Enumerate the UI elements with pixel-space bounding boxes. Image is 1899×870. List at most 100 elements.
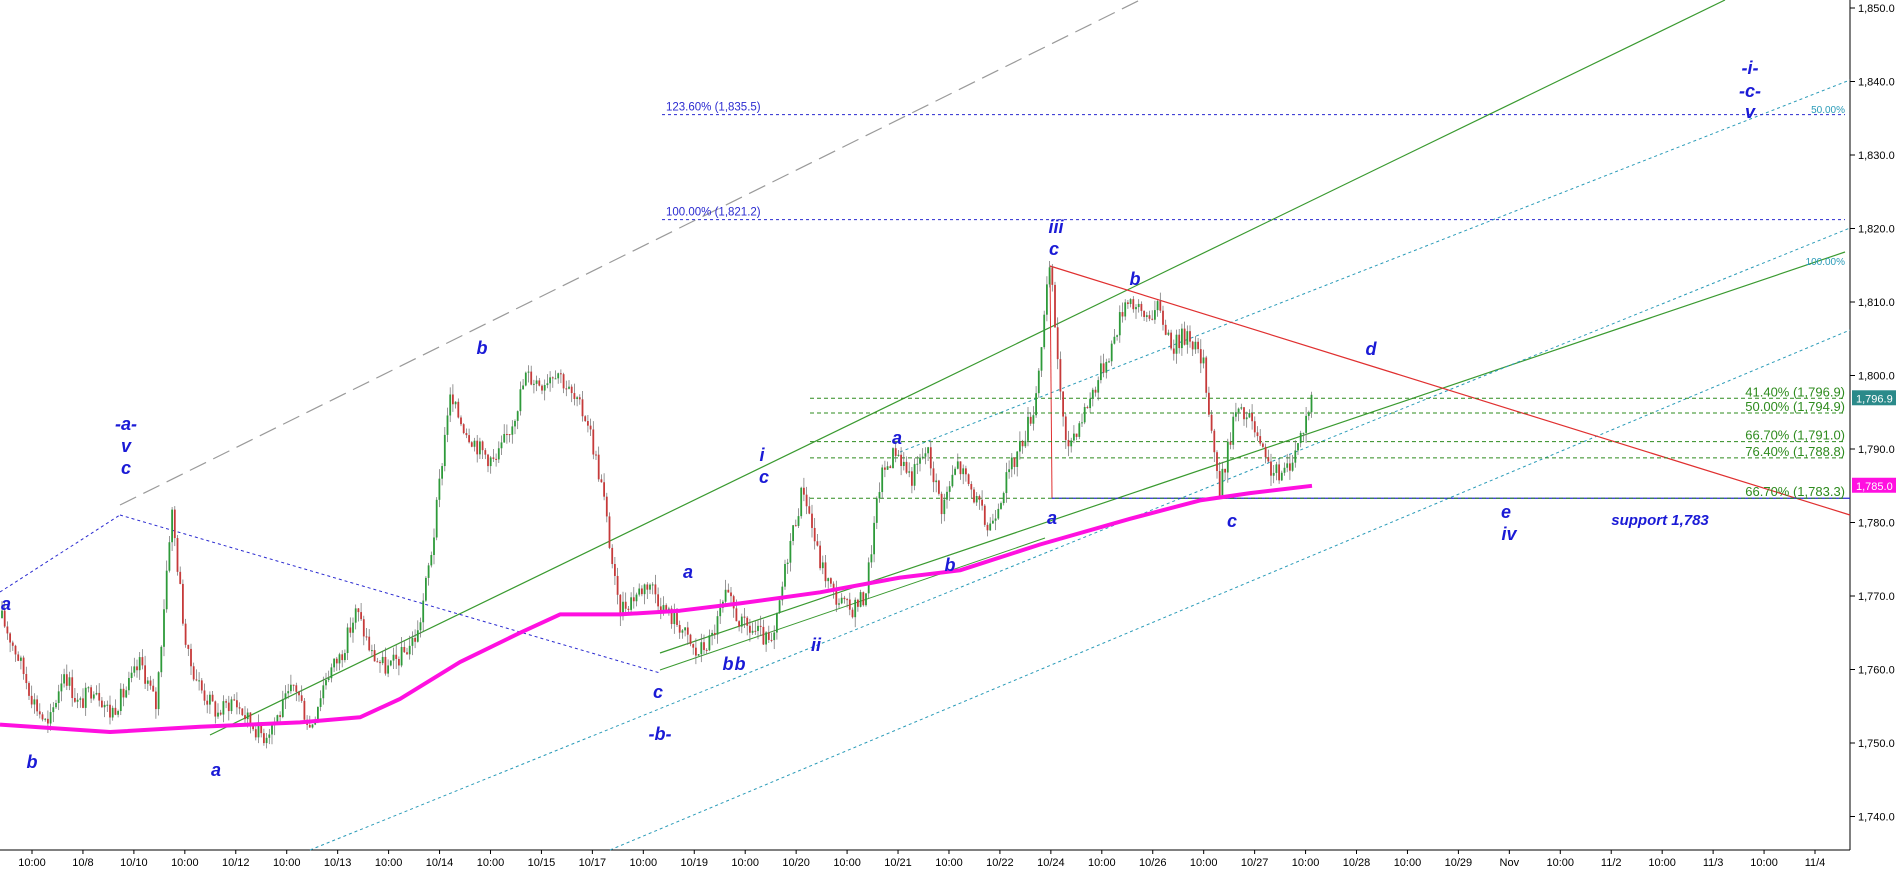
candle-body — [252, 724, 254, 730]
candle-body — [419, 622, 422, 631]
candle-body — [249, 712, 252, 725]
wave-label: c — [759, 467, 769, 487]
candle-body — [492, 457, 495, 459]
candle-body — [554, 378, 557, 380]
wave-label: -i- — [1742, 58, 1759, 78]
candle-body — [20, 657, 22, 661]
candle-body — [1094, 389, 1097, 393]
candle-body — [3, 610, 6, 627]
candle-body — [1059, 359, 1062, 392]
candle-body — [1181, 328, 1183, 349]
candle-body — [44, 718, 47, 720]
candle-body — [1048, 267, 1051, 285]
candle-body — [1275, 464, 1278, 473]
candle-body — [711, 632, 713, 636]
candle-body — [400, 646, 403, 666]
candle-body — [1299, 432, 1302, 444]
candle-body — [1002, 493, 1005, 504]
candle-body — [411, 637, 414, 646]
candle-body — [635, 594, 638, 602]
candle-body — [1110, 343, 1113, 362]
candle-body — [908, 471, 911, 473]
x-tick-label: 10/13 — [324, 857, 352, 869]
candle-body — [808, 506, 811, 514]
candle-body — [1105, 361, 1108, 373]
candle-body — [406, 652, 408, 655]
candle-body — [163, 609, 165, 647]
candle-body — [959, 461, 962, 475]
candle-body — [827, 578, 830, 582]
x-tick-label: 10/17 — [579, 857, 607, 869]
candle-body — [1253, 421, 1256, 433]
candle-body — [263, 733, 265, 744]
wave-label: b — [723, 654, 734, 674]
candle-body — [1294, 450, 1297, 463]
candle-body — [276, 715, 279, 722]
candle-body — [846, 599, 848, 601]
candle-body — [389, 660, 392, 666]
candle-body — [452, 394, 454, 405]
candle-body — [449, 394, 452, 416]
candle-body — [327, 678, 330, 681]
candle-body — [141, 657, 144, 666]
candle-body — [719, 607, 722, 617]
moving-average — [0, 483, 1313, 734]
candle-body — [114, 707, 117, 715]
candle-body — [708, 635, 711, 651]
candle-body — [932, 468, 935, 483]
candle-body — [789, 540, 792, 563]
x-tick-label: 10/10 — [120, 857, 148, 869]
ma-price-tag-bg — [1852, 477, 1896, 493]
candle-body — [470, 442, 473, 447]
candle-body — [673, 613, 676, 625]
fib-level-label: 66.70% (1,791.0) — [1745, 428, 1845, 443]
candle-body — [813, 527, 816, 542]
candle-body — [889, 466, 892, 469]
candle-body — [681, 630, 684, 633]
candle-body — [227, 702, 230, 712]
candle-body — [254, 729, 257, 738]
wave-label: b — [735, 654, 746, 674]
candle-body — [978, 496, 981, 500]
candle-body — [1156, 301, 1159, 311]
candle-body — [311, 724, 314, 728]
candle-body — [246, 712, 249, 720]
candle-body — [184, 623, 187, 645]
candle-body — [862, 592, 865, 606]
candle-body — [716, 616, 719, 635]
candle-body — [614, 564, 616, 576]
candle-body — [743, 616, 746, 618]
x-tick-label: 10/26 — [1139, 857, 1167, 869]
candle-body — [322, 685, 325, 699]
candle-body — [106, 704, 109, 706]
candle-body — [392, 654, 395, 661]
wave-label: d — [1366, 339, 1378, 359]
moving-average-line — [0, 483, 1313, 734]
candle-body — [986, 524, 989, 531]
candle-body — [746, 617, 749, 626]
candle-body — [473, 440, 476, 447]
candle-body — [119, 688, 122, 712]
wave-label: ii — [811, 635, 822, 655]
candle-body — [824, 562, 827, 582]
candle-body — [298, 691, 300, 696]
candle-body — [670, 608, 673, 625]
candle-body — [651, 584, 654, 586]
candle-body — [794, 525, 797, 527]
candle-body — [28, 683, 30, 696]
candle-body — [109, 704, 111, 718]
candle-body — [1283, 467, 1286, 473]
candle-body — [638, 588, 641, 595]
candle-body — [1, 610, 3, 619]
candle-body — [875, 498, 878, 523]
candle-body — [830, 578, 832, 584]
candle-body — [584, 416, 587, 422]
current-price-tag-bg — [1852, 390, 1896, 406]
candle-body — [630, 597, 632, 610]
candle-body — [222, 701, 225, 715]
x-tick-label: 10/20 — [782, 857, 810, 869]
candle-body — [422, 600, 425, 623]
candle-body — [1256, 432, 1259, 437]
chart-frame — [0, 0, 1851, 851]
candle-body — [344, 653, 346, 661]
